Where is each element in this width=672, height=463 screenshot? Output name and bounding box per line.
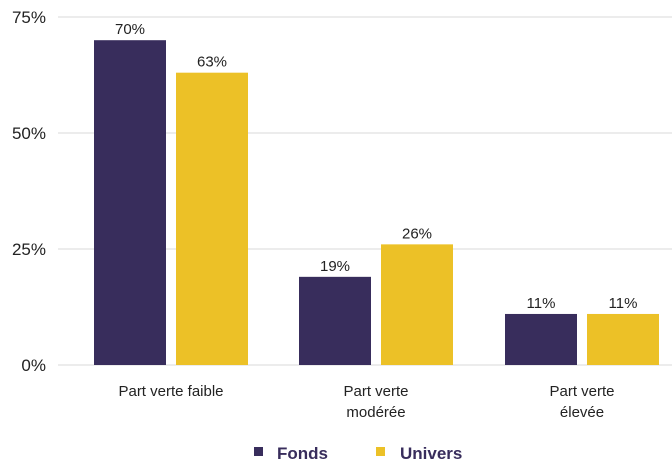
bar-univers	[176, 73, 248, 365]
category-label: Part verte élevée	[549, 383, 614, 421]
legend-label-fonds: Fonds	[277, 444, 328, 463]
data-label: 11%	[609, 295, 638, 312]
data-label: 63%	[197, 54, 227, 71]
category-label-line: Part verte faible	[118, 383, 223, 400]
y-tick-label: 0%	[21, 356, 46, 375]
bar-univers	[587, 314, 659, 365]
data-label: 70%	[115, 21, 145, 38]
category-label-line: Part verte	[549, 383, 614, 400]
category-label-line: Part verte	[343, 383, 408, 400]
legend-label-univers: Univers	[400, 444, 462, 463]
bar-fonds	[94, 40, 166, 365]
category-label: Part verte faible	[118, 383, 223, 400]
data-label: 11%	[527, 295, 556, 312]
bar-univers	[381, 244, 453, 365]
category-label-line: modérée	[346, 404, 405, 421]
y-tick-label: 25%	[12, 240, 46, 259]
bar-fonds	[505, 314, 577, 365]
data-label: 19%	[320, 258, 350, 275]
bar-fonds	[299, 277, 371, 365]
y-tick-label: 75%	[12, 8, 46, 27]
y-axis-ticks: 0% 25% 50% 75%	[12, 8, 46, 375]
category-label-line: élevée	[560, 404, 604, 421]
legend: Fonds Univers	[254, 444, 462, 463]
category-label: Part verte modérée	[343, 383, 408, 421]
y-tick-label: 50%	[12, 124, 46, 143]
bars	[94, 40, 659, 365]
data-label: 26%	[402, 225, 432, 242]
legend-swatch-fonds	[254, 447, 263, 456]
legend-swatch-univers	[376, 447, 385, 456]
